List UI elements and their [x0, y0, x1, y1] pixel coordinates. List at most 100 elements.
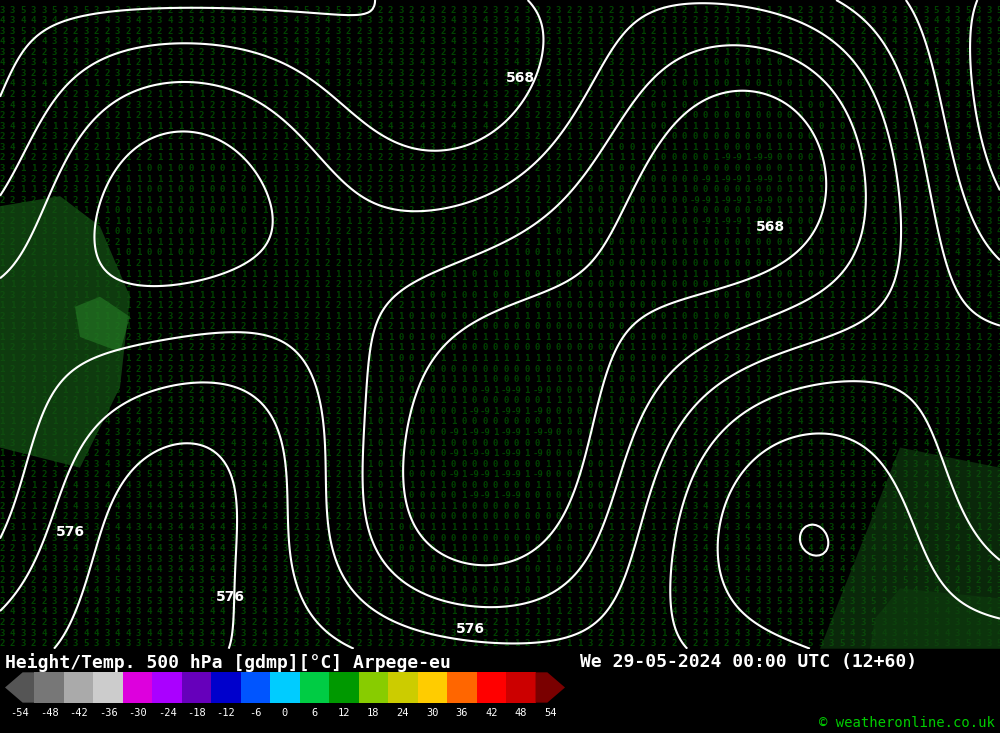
- Text: 3: 3: [871, 428, 876, 437]
- Text: 1: 1: [419, 323, 425, 331]
- Text: 1: 1: [713, 397, 719, 405]
- Text: 2: 2: [41, 69, 47, 78]
- Text: 0: 0: [629, 280, 635, 289]
- Text: 2: 2: [41, 132, 47, 141]
- Text: 3: 3: [367, 79, 372, 89]
- Text: 0: 0: [482, 481, 488, 490]
- Text: 1: 1: [293, 364, 299, 374]
- Text: 3: 3: [73, 375, 78, 384]
- Text: 1: 1: [388, 534, 393, 542]
- Text: 1: 1: [220, 143, 225, 152]
- Text: 4: 4: [808, 565, 813, 574]
- Text: 4: 4: [83, 586, 89, 595]
- Text: 4: 4: [188, 629, 194, 638]
- Text: 1: 1: [136, 312, 141, 321]
- Text: 3: 3: [913, 597, 918, 606]
- Text: 0: 0: [587, 185, 593, 194]
- Text: 2: 2: [419, 69, 425, 78]
- Text: 1: 1: [566, 217, 572, 226]
- Text: 5: 5: [178, 639, 183, 648]
- Text: 0: 0: [524, 534, 530, 542]
- Text: 0: 0: [398, 354, 404, 363]
- Text: 0: 0: [493, 460, 498, 468]
- Text: 3: 3: [272, 16, 278, 25]
- Text: 4: 4: [230, 16, 236, 25]
- Text: 3: 3: [220, 397, 225, 405]
- Text: 2: 2: [892, 407, 897, 416]
- Text: 1: 1: [671, 248, 677, 257]
- Text: 5: 5: [83, 597, 89, 606]
- Text: 1: 1: [293, 206, 299, 216]
- Text: 1: 1: [608, 470, 614, 479]
- Text: 3: 3: [608, 59, 614, 67]
- Text: 3: 3: [230, 608, 236, 616]
- Text: 5: 5: [871, 618, 876, 627]
- Text: 1: 1: [608, 164, 614, 173]
- Text: 3: 3: [104, 565, 110, 574]
- Text: 3: 3: [913, 79, 918, 89]
- Text: 1: 1: [724, 344, 729, 353]
- Text: 2: 2: [272, 259, 278, 268]
- Text: 4: 4: [808, 438, 813, 448]
- Text: 0: 0: [514, 555, 519, 564]
- Text: 1: 1: [230, 206, 236, 216]
- Text: 0: 0: [146, 227, 152, 236]
- Text: 0: 0: [461, 417, 467, 427]
- Text: 1: 1: [766, 312, 771, 321]
- Text: 3: 3: [241, 26, 246, 36]
- Text: 3: 3: [556, 90, 561, 99]
- Text: 1: 1: [545, 544, 551, 553]
- Text: 0: 0: [650, 312, 656, 321]
- Text: 0: 0: [661, 174, 666, 183]
- Text: 3: 3: [923, 576, 929, 585]
- Text: 3: 3: [766, 576, 771, 585]
- Polygon shape: [0, 196, 130, 468]
- Text: 5: 5: [997, 639, 1000, 648]
- Text: 3: 3: [220, 618, 225, 627]
- Text: 3: 3: [52, 523, 57, 532]
- Text: 0: 0: [430, 364, 435, 374]
- Text: 3: 3: [283, 37, 288, 46]
- Text: 2: 2: [986, 301, 992, 310]
- Text: 2: 2: [776, 333, 782, 342]
- Text: 4: 4: [839, 586, 845, 595]
- Text: 2: 2: [230, 280, 236, 289]
- Text: 3: 3: [892, 639, 897, 648]
- Text: 2: 2: [188, 428, 194, 437]
- Text: 3: 3: [871, 397, 876, 405]
- Text: 4: 4: [986, 248, 992, 257]
- Text: 2: 2: [902, 217, 908, 226]
- Text: 2: 2: [41, 597, 47, 606]
- Text: 1: 1: [703, 386, 708, 395]
- Text: 2: 2: [398, 608, 404, 616]
- Text: 1: 1: [10, 512, 15, 521]
- Text: 0: 0: [724, 90, 729, 99]
- Text: 4: 4: [871, 565, 876, 574]
- Text: 1: 1: [83, 248, 89, 257]
- Text: 2: 2: [10, 174, 15, 183]
- Text: 2: 2: [797, 301, 803, 310]
- Text: 1: 1: [703, 143, 708, 152]
- Text: 2: 2: [262, 79, 267, 89]
- Text: 2: 2: [188, 386, 194, 395]
- Text: 1: 1: [377, 259, 383, 268]
- Text: 1: 1: [598, 16, 603, 25]
- Text: 1: 1: [94, 227, 99, 236]
- Text: 1: 1: [272, 143, 278, 152]
- Text: 1: 1: [325, 174, 330, 183]
- Text: 2: 2: [503, 48, 509, 56]
- Text: 2: 2: [850, 6, 855, 15]
- Text: 2: 2: [283, 576, 288, 585]
- Text: 2: 2: [514, 69, 519, 78]
- Text: 2: 2: [661, 491, 666, 501]
- Text: 2: 2: [724, 618, 729, 627]
- Text: 2: 2: [31, 512, 36, 521]
- Text: 3: 3: [178, 344, 183, 353]
- Text: 0: 0: [661, 259, 666, 268]
- Text: 3: 3: [944, 206, 950, 216]
- Text: 1: 1: [839, 270, 845, 279]
- Text: 1: 1: [262, 323, 267, 331]
- Text: 1: 1: [776, 37, 782, 46]
- Text: 2: 2: [829, 280, 834, 289]
- Text: 2: 2: [923, 227, 929, 236]
